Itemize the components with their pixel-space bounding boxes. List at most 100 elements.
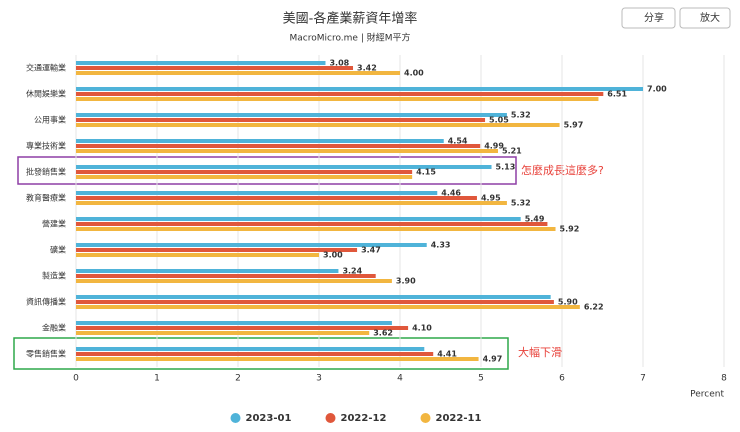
- data-label: 5.32: [511, 111, 531, 120]
- legend-marker: [325, 413, 336, 423]
- bar: [76, 295, 551, 299]
- bar: [76, 170, 413, 174]
- data-label: 3.42: [357, 64, 377, 73]
- legend-label: 2022-12: [341, 413, 387, 424]
- bar: [76, 227, 556, 231]
- data-label: 4.97: [483, 355, 503, 364]
- bar: [76, 61, 326, 65]
- bar: [76, 113, 507, 117]
- data-label: 5.21: [502, 147, 522, 156]
- x-tick-label: 6: [559, 374, 565, 384]
- legend-label: 2022-11: [436, 413, 482, 424]
- data-label: 5.32: [511, 199, 531, 208]
- x-tick-label: 3: [316, 374, 322, 384]
- data-label: 5.49: [525, 215, 545, 224]
- data-label: 4.10: [412, 324, 432, 333]
- data-label: 4.54: [448, 137, 468, 146]
- y-tick-label: 休閒娛樂業: [26, 89, 66, 99]
- bar: [76, 305, 580, 309]
- x-axis-label: Percent: [690, 390, 724, 400]
- data-label: 4.33: [431, 241, 451, 250]
- x-tick-label: 5: [478, 374, 484, 384]
- data-label: 5.97: [564, 121, 584, 130]
- legend-label: 2023-01: [246, 413, 292, 424]
- bar: [76, 118, 486, 122]
- x-tick-label: 2: [235, 374, 241, 384]
- legend-marker: [230, 413, 241, 423]
- bar: [76, 300, 554, 304]
- bar: [76, 71, 400, 75]
- bar: [76, 357, 479, 361]
- bar: [76, 196, 477, 200]
- bar: [76, 139, 444, 143]
- data-label: 3.00: [323, 251, 343, 260]
- y-tick-label: 資訊傳播業: [26, 297, 66, 307]
- bar: [76, 269, 339, 273]
- data-label: 4.95: [481, 194, 501, 203]
- zoom-label: 放大: [700, 11, 720, 24]
- data-label: 3.08: [329, 59, 349, 68]
- bar: [76, 165, 492, 169]
- x-tick-label: 4: [397, 374, 403, 384]
- y-tick-label: 製造業: [42, 271, 66, 281]
- data-label: 3.24: [342, 267, 362, 276]
- chart-title: 美國-各產業薪資年增率: [283, 11, 418, 27]
- bar: [76, 217, 521, 221]
- bar: [76, 191, 438, 195]
- bar: [76, 326, 409, 330]
- share-label: 分享: [644, 11, 664, 24]
- y-tick-label: 專業技術業: [26, 141, 66, 151]
- y-tick-label: 零售銷售業: [26, 349, 66, 359]
- bar: [76, 279, 392, 283]
- chart-subtitle: MacroMicro.me | 財經M平方: [290, 32, 411, 44]
- data-label: 5.05: [489, 116, 509, 125]
- x-tick-label: 7: [640, 374, 646, 384]
- data-label: 5.92: [560, 225, 580, 234]
- data-label: 4.46: [441, 189, 461, 198]
- bar: [76, 352, 434, 356]
- bar: [76, 97, 599, 101]
- y-tick-label: 教育醫療業: [26, 193, 66, 203]
- bar: [76, 248, 358, 252]
- bar: [76, 66, 354, 70]
- x-tick-label: 1: [154, 374, 160, 384]
- share-button[interactable]: 分享: [621, 7, 676, 29]
- data-label: 3.90: [396, 277, 416, 286]
- bar: [76, 87, 643, 91]
- bar: [76, 175, 413, 179]
- data-label: 3.47: [361, 246, 381, 255]
- data-label: 6.51: [607, 90, 627, 99]
- bar: [76, 243, 427, 247]
- y-tick-label: 交通運輸業: [26, 63, 66, 73]
- zoom-button[interactable]: 放大: [679, 7, 731, 29]
- bar: [76, 92, 604, 96]
- y-tick-label: 金融業: [42, 323, 66, 333]
- annotation: 大幅下滑: [518, 345, 562, 359]
- data-label: 7.00: [647, 85, 667, 94]
- bar: [76, 253, 319, 257]
- y-tick-label: 營建業: [42, 219, 66, 229]
- y-tick-label: 公用事業: [34, 115, 66, 125]
- data-label: 4.00: [404, 69, 424, 78]
- bar: [76, 321, 392, 325]
- bar: [76, 201, 507, 205]
- data-label: 6.22: [584, 303, 604, 312]
- data-label: 5.90: [558, 298, 578, 307]
- y-tick-label: 批發銷售業: [26, 167, 66, 177]
- bar: [76, 144, 481, 148]
- x-tick-label: 8: [721, 374, 727, 384]
- data-label: 4.15: [416, 168, 436, 177]
- data-label: 3.62: [373, 329, 393, 338]
- legend-marker: [420, 413, 431, 423]
- bar: [76, 123, 560, 127]
- data-label: 4.99: [484, 142, 504, 151]
- data-label: 5.13: [496, 163, 516, 172]
- bar: [76, 347, 425, 351]
- y-tick-label: 礦業: [50, 245, 66, 255]
- x-tick-label: 0: [73, 374, 79, 384]
- bar: [76, 331, 370, 335]
- bar: [76, 149, 499, 153]
- bar: [76, 274, 376, 278]
- highlight-box: [13, 337, 509, 370]
